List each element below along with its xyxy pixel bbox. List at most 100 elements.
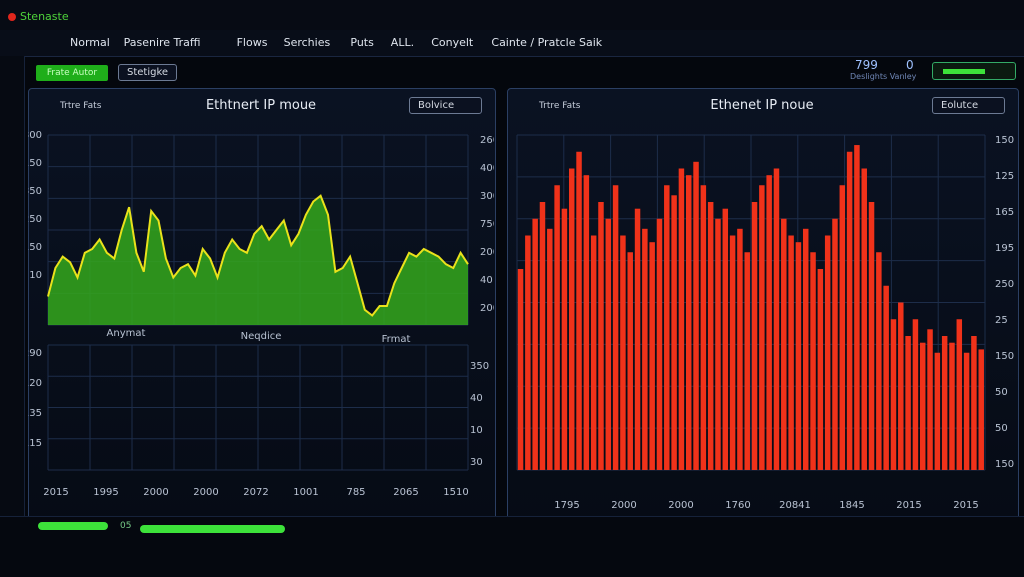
panel-dropdown[interactable]: Bolvice bbox=[409, 97, 482, 114]
tick-label: 25 bbox=[995, 315, 1008, 326]
tick-label: 50 bbox=[995, 387, 1008, 398]
tick-label: 120 bbox=[28, 378, 42, 389]
tick-label: 50 bbox=[995, 423, 1008, 434]
bar bbox=[927, 329, 933, 470]
bar bbox=[539, 202, 546, 470]
tick-label: 1001 bbox=[293, 487, 318, 498]
tick-label: 2000 bbox=[143, 487, 168, 498]
menu-item[interactable]: Normal bbox=[70, 36, 110, 49]
close-dot[interactable] bbox=[8, 13, 16, 21]
tick-label: 20841 bbox=[779, 500, 811, 511]
bar bbox=[547, 228, 553, 470]
bar bbox=[795, 242, 802, 470]
tick-label: 30 bbox=[470, 457, 483, 468]
tick-label: 200 bbox=[480, 247, 494, 258]
menu-bar bbox=[0, 30, 1024, 57]
stat-b: 0 bbox=[906, 58, 914, 72]
menu-item[interactable]: Conyelt bbox=[431, 36, 474, 49]
bar bbox=[919, 342, 926, 470]
bar bbox=[751, 202, 758, 470]
bar bbox=[685, 175, 692, 470]
toolbar-dropdown[interactable]: Stetigke bbox=[118, 64, 178, 81]
bar bbox=[649, 242, 655, 470]
tick-label: 350 bbox=[470, 361, 489, 372]
tick-label: Neqdice bbox=[241, 331, 282, 342]
tick-label: 1510 bbox=[443, 487, 468, 498]
bar bbox=[656, 218, 663, 470]
bar bbox=[517, 269, 524, 470]
bar bbox=[605, 218, 612, 470]
area-fill bbox=[48, 195, 468, 325]
bar bbox=[802, 228, 809, 470]
bar bbox=[832, 218, 838, 470]
bar bbox=[810, 252, 816, 470]
bar bbox=[912, 319, 919, 470]
tick-label: 150 bbox=[995, 135, 1014, 146]
title-bar bbox=[0, 0, 1024, 30]
tick-label: 250 bbox=[28, 214, 42, 225]
bar bbox=[590, 235, 597, 470]
tick-label: 260 bbox=[480, 135, 494, 146]
tick-label: 40 bbox=[470, 393, 483, 404]
panel-title: Ethtnert IP moue bbox=[205, 98, 317, 113]
bar bbox=[642, 228, 648, 470]
bar bbox=[678, 168, 685, 470]
menu-item[interactable]: Serchies bbox=[283, 36, 331, 49]
bar bbox=[824, 235, 831, 470]
tick-label: 2015 bbox=[896, 500, 921, 511]
tick-label: 300 bbox=[480, 191, 494, 202]
bar bbox=[583, 175, 590, 470]
bar bbox=[905, 336, 911, 470]
panel-dropdown[interactable]: Eolutce bbox=[932, 97, 1005, 114]
bar bbox=[671, 195, 677, 471]
bar bbox=[612, 185, 619, 470]
area-chart: 300 150 350 250 150 10 260 400 300 750 200 40 200 290… bbox=[28, 130, 494, 498]
tick-label: 1995 bbox=[93, 487, 118, 498]
tick-label: Anymat bbox=[107, 328, 146, 339]
active-button[interactable]: Frate Autor bbox=[36, 65, 108, 81]
bar bbox=[817, 269, 824, 470]
area-line bbox=[47, 194, 469, 317]
bar bbox=[627, 252, 633, 470]
tick-label: 195 bbox=[995, 243, 1014, 254]
bar bbox=[854, 145, 860, 471]
tick-label: 2000 bbox=[193, 487, 218, 498]
bar bbox=[788, 235, 794, 470]
stats-label: Deslights Vanley bbox=[850, 72, 917, 81]
bar bbox=[729, 235, 736, 470]
stat-a: 799 bbox=[855, 58, 878, 72]
bar bbox=[839, 185, 846, 470]
status-text: 05 bbox=[120, 521, 132, 531]
bar bbox=[781, 218, 787, 470]
tick-label: 10 bbox=[29, 270, 42, 281]
bar-chart: 150 125 165 195 250 25 150 50 50 150 1795 2000 2000 1… bbox=[516, 134, 1014, 511]
bar bbox=[963, 352, 970, 470]
sidebar bbox=[0, 56, 25, 516]
menu-item[interactable]: Flows bbox=[236, 36, 268, 49]
bar bbox=[941, 336, 948, 470]
tick-label: 2015 bbox=[43, 487, 68, 498]
bar bbox=[956, 319, 963, 470]
status-dropdown[interactable] bbox=[932, 62, 1016, 80]
tick-label: 2000 bbox=[668, 500, 693, 511]
bar bbox=[846, 151, 853, 470]
tick-label: 150 bbox=[995, 351, 1014, 362]
tick-label: 1795 bbox=[554, 500, 579, 511]
tick-label: 150 bbox=[28, 242, 42, 253]
progress-b bbox=[140, 525, 285, 533]
menu-item[interactable]: Pasenire Traffi bbox=[123, 36, 201, 49]
bar bbox=[744, 252, 750, 470]
tick-label: 150 bbox=[28, 158, 42, 169]
bar bbox=[700, 185, 707, 470]
menu-item[interactable]: ALL. bbox=[390, 36, 415, 49]
bar bbox=[766, 175, 772, 470]
menu-item[interactable]: Puts bbox=[350, 36, 374, 49]
bar bbox=[737, 228, 743, 470]
bar bbox=[525, 235, 531, 470]
tick-label: 135 bbox=[28, 408, 42, 419]
panel-tab: Trtre Fats bbox=[539, 101, 581, 111]
menu-item[interactable]: Cainte / Pratcle Saik bbox=[491, 36, 603, 49]
bar bbox=[620, 235, 626, 470]
tick-label: 1845 bbox=[839, 500, 864, 511]
tick-label: 300 bbox=[28, 130, 42, 141]
